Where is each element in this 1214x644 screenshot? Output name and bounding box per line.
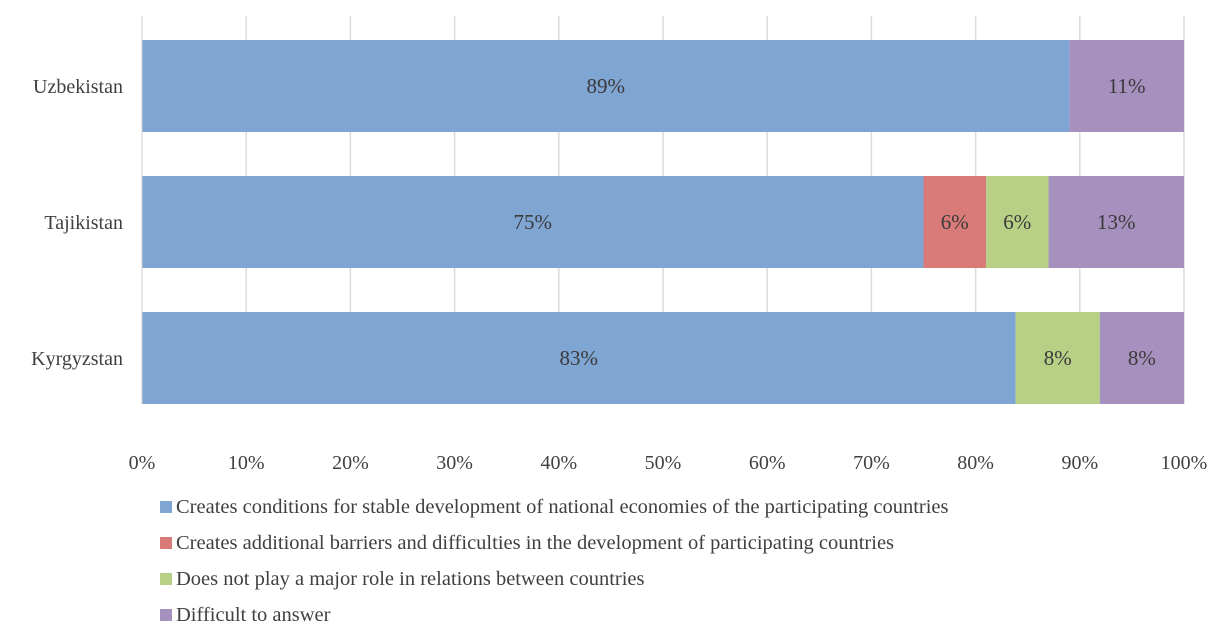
bar-segment	[1015, 312, 1100, 404]
legend: Creates conditions for stable developmen…	[160, 489, 949, 633]
legend-swatch	[160, 609, 172, 621]
bar-labels: 89% 11% 75% 6% 6% 13% 83% 8% 8%	[514, 74, 1156, 370]
bar-segment	[1099, 312, 1184, 404]
x-tick-label: 100%	[1161, 452, 1208, 474]
x-tick-label: 80%	[957, 452, 994, 474]
stacked-bar-chart: 89% 11% 75% 6% 6% 13% 83% 8% 8% Uzbekistan Tajiki…	[31, 16, 1208, 474]
x-tick-label: 20%	[332, 452, 369, 474]
data-label: 13%	[1097, 210, 1136, 234]
x-tick-label: 10%	[228, 452, 265, 474]
bar-segment	[923, 176, 987, 268]
x-tick-label: 30%	[436, 452, 473, 474]
data-label: 89%	[586, 74, 625, 98]
x-axis-tick-labels: 0% 10% 20% 30% 40% 50% 60% 70% 80% 90% 100%	[129, 452, 1208, 474]
legend-swatch	[160, 537, 172, 549]
bar-segment	[986, 176, 1049, 268]
x-tick-label: 40%	[540, 452, 577, 474]
category-label: Uzbekistan	[33, 76, 123, 98]
legend-item: Difficult to answer	[160, 597, 949, 633]
data-label: 83%	[560, 346, 599, 370]
x-tick-label: 90%	[1061, 452, 1098, 474]
data-label: 6%	[941, 210, 969, 234]
bars	[142, 40, 1184, 404]
legend-swatch	[160, 501, 172, 513]
x-tick-label: 60%	[749, 452, 786, 474]
category-label: Kyrgyzstan	[31, 348, 123, 370]
bar-segment	[1048, 176, 1184, 268]
x-tick-label: 0%	[129, 452, 156, 474]
bar-segment	[142, 40, 1070, 132]
bar-segment	[142, 312, 1016, 404]
data-label: 6%	[1003, 210, 1031, 234]
legend-label: Difficult to answer	[176, 603, 331, 626]
legend-item: Does not play a major role in relations …	[160, 561, 949, 597]
legend-item: Creates conditions for stable developmen…	[160, 489, 949, 525]
category-label: Tajikistan	[44, 212, 123, 234]
bar-segment	[1069, 40, 1184, 132]
legend-swatch	[160, 573, 172, 585]
legend-label: Does not play a major role in relations …	[176, 567, 645, 590]
data-label: 8%	[1128, 346, 1156, 370]
category-labels: Uzbekistan Tajikistan Kyrgyzstan	[31, 76, 123, 370]
legend-label: Creates additional barriers and difficul…	[176, 531, 895, 554]
data-label: 75%	[514, 210, 553, 234]
bar-segment	[142, 176, 924, 268]
legend-item: Creates additional barriers and difficul…	[160, 525, 949, 561]
data-label: 8%	[1044, 346, 1072, 370]
data-label: 11%	[1108, 74, 1146, 98]
x-tick-label: 70%	[853, 452, 890, 474]
legend-label: Creates conditions for stable developmen…	[176, 495, 949, 518]
x-tick-label: 50%	[645, 452, 682, 474]
